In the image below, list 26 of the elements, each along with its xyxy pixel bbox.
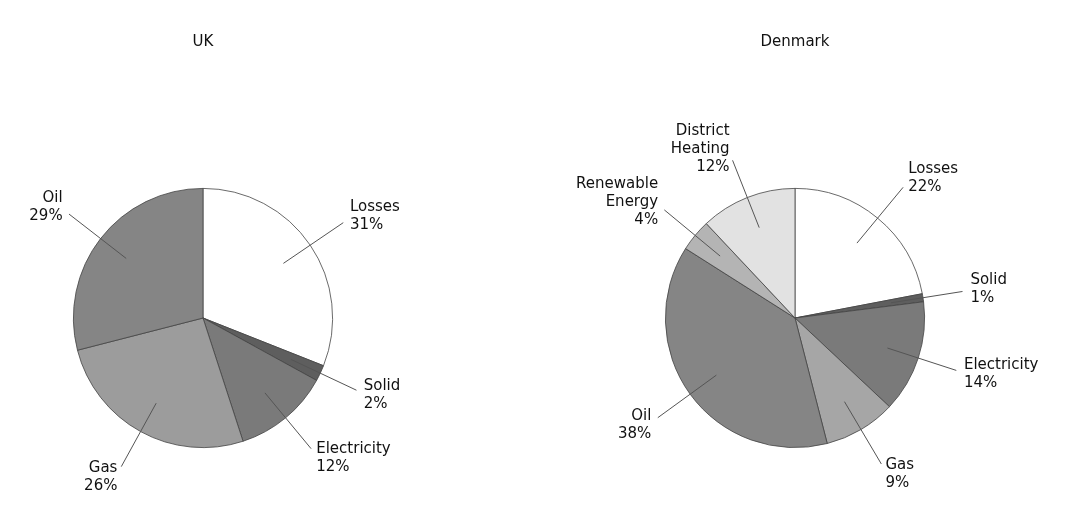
- chart-title: UK: [192, 31, 215, 50]
- data-label: 4%: [634, 210, 659, 229]
- slice-label: Gas: [88, 458, 118, 477]
- data-label: 2%: [363, 394, 388, 413]
- slice-label: Solid: [970, 270, 1007, 289]
- data-label: 26%: [84, 476, 118, 495]
- data-label: 38%: [617, 423, 652, 442]
- data-label: 12%: [316, 456, 350, 475]
- data-label: 12%: [696, 157, 730, 176]
- slice-label: Losses: [349, 196, 401, 215]
- slice-label: Losses: [908, 158, 959, 177]
- slice-label: Electricity: [316, 438, 391, 457]
- slice-label: Renewable Energy: [576, 174, 659, 211]
- slice-label: Oil: [631, 405, 652, 424]
- slice-label: Solid: [363, 376, 401, 395]
- slice-label: Gas: [885, 455, 915, 474]
- data-label: 1%: [970, 288, 995, 307]
- slice-label: Oil: [42, 187, 63, 206]
- slice-label: Electricity: [963, 355, 1039, 374]
- data-label: 9%: [885, 473, 910, 492]
- slice-label: District Heating: [670, 121, 730, 158]
- chart-title: Denmark: [760, 31, 830, 50]
- data-label: 22%: [908, 176, 942, 195]
- data-label: 14%: [963, 373, 998, 392]
- data-label: 31%: [349, 214, 384, 233]
- data-label: 29%: [29, 205, 63, 224]
